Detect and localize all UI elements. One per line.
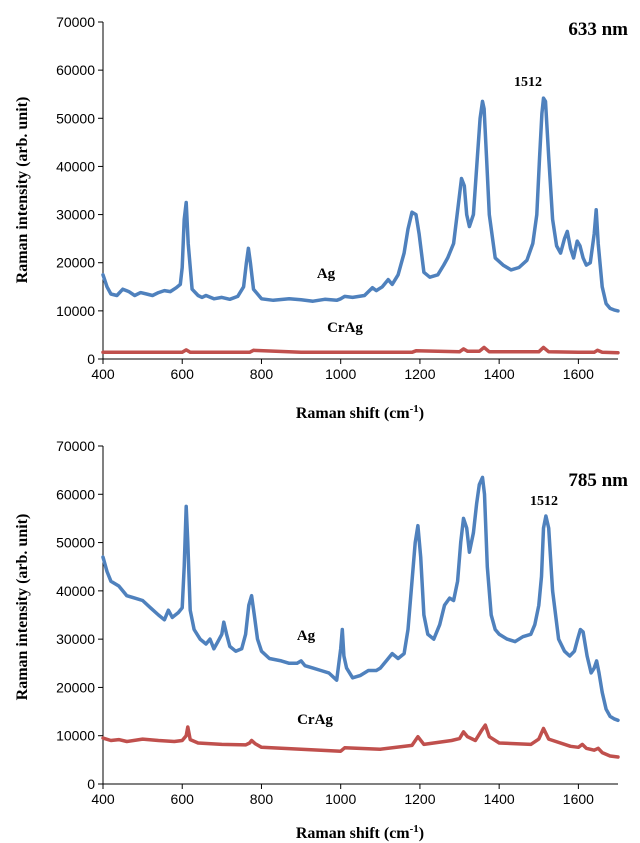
x-tick-label-785nm: 1200 [404, 791, 435, 807]
y-tick-label-633nm: 30000 [56, 207, 95, 223]
x-tick-label-785nm: 1000 [325, 791, 356, 807]
y-tick-label-785nm: 70000 [56, 438, 95, 454]
x-axis-label-633nm: Raman shift (cm-1) [296, 403, 424, 422]
x-tick-label-785nm: 800 [250, 791, 274, 807]
y-tick-label-633nm: 50000 [56, 110, 95, 126]
y-tick-label-633nm: 0 [87, 351, 95, 367]
peak-label-1512-785nm: 1512 [530, 494, 558, 509]
x-tick-label-785nm: 1600 [563, 791, 594, 807]
y-tick-label-633nm: 60000 [56, 62, 95, 78]
y-axis-label-633nm: Raman intensity (arb. unit) [14, 97, 31, 284]
series-annotation-crag-633nm: CrAg [327, 320, 363, 336]
series-annotation-ag-633nm: Ag [317, 266, 336, 282]
series-annotation-crag-785nm: CrAg [297, 712, 333, 728]
y-axis-label-785nm: Raman intensity (arb. unit) [14, 514, 31, 701]
x-tick-label-785nm: 600 [171, 791, 195, 807]
y-tick-label-785nm: 30000 [56, 631, 95, 647]
x-tick-label-785nm: 1400 [484, 791, 515, 807]
x-tick-label-633nm: 600 [171, 366, 195, 382]
x-tick-label-633nm: 1600 [563, 366, 594, 382]
x-tick-label-633nm: 1400 [484, 366, 515, 382]
panel-633nm: 633 nm 1512 Ag CrAg Raman shift (cm-1) R… [14, 14, 628, 422]
series-annotation-ag-785nm: Ag [297, 628, 316, 644]
x-tick-label-785nm: 400 [91, 791, 115, 807]
y-tick-label-785nm: 10000 [56, 728, 95, 744]
x-tick-label-633nm: 1000 [325, 366, 356, 382]
y-tick-label-785nm: 60000 [56, 486, 95, 502]
x-axis-label-785nm: Raman shift (cm-1) [296, 823, 424, 842]
y-tick-label-633nm: 40000 [56, 158, 95, 174]
panel-title-785nm: 785 nm [568, 470, 628, 491]
series-line-ag-633nm [101, 96, 620, 313]
y-tick-label-633nm: 10000 [56, 303, 95, 319]
series-line-crag-785nm [101, 723, 620, 759]
panel-title-633nm: 633 nm [568, 19, 628, 40]
y-tick-label-633nm: 70000 [56, 14, 95, 30]
peak-label-1512-633nm: 1512 [514, 75, 542, 90]
x-tick-label-633nm: 400 [91, 366, 115, 382]
y-tick-label-785nm: 0 [87, 776, 95, 792]
panel-785nm: 785 nm 1512 Ag CrAg Raman shift (cm-1) R… [14, 438, 628, 842]
y-tick-label-785nm: 50000 [56, 535, 95, 551]
y-tick-label-633nm: 20000 [56, 255, 95, 271]
x-tick-label-633nm: 1200 [404, 366, 435, 382]
x-tick-label-633nm: 800 [250, 366, 274, 382]
series-line-crag-633nm [101, 345, 620, 355]
series-line-ag-785nm [101, 475, 620, 723]
y-tick-label-785nm: 20000 [56, 679, 95, 695]
y-tick-label-785nm: 40000 [56, 583, 95, 599]
